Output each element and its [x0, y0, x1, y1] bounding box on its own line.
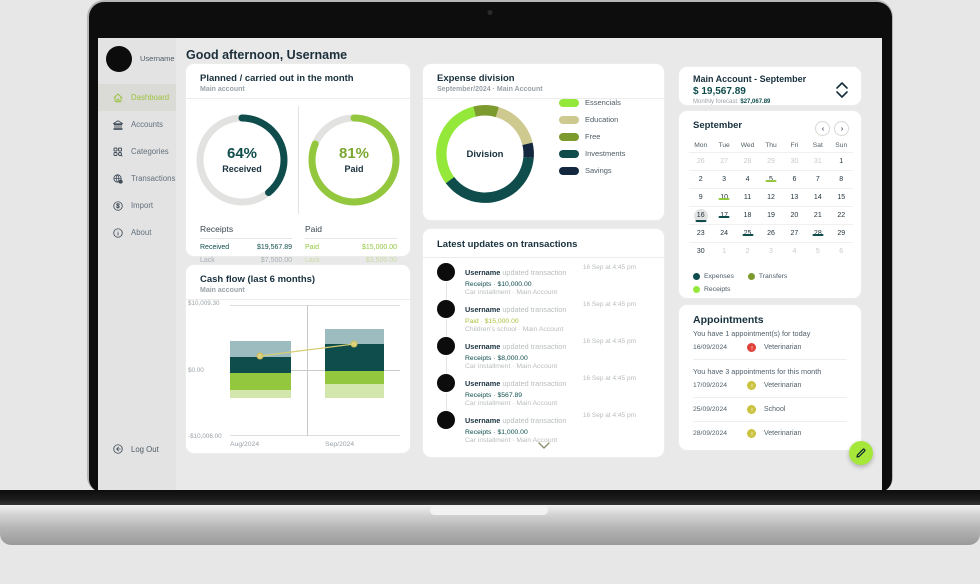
svg-text:Received: Received	[222, 164, 262, 174]
svg-text:81%: 81%	[339, 145, 369, 162]
svg-text:Division: Division	[467, 149, 504, 160]
svg-text:Paid: Paid	[344, 164, 363, 174]
svg-text:64%: 64%	[227, 145, 257, 162]
